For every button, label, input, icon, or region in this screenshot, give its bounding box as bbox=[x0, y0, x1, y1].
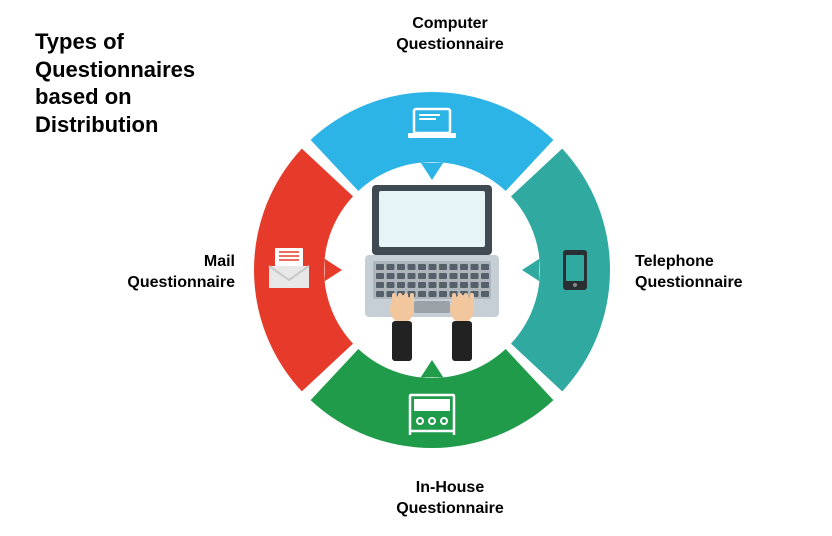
segment-telephone bbox=[511, 149, 610, 392]
envelope-icon bbox=[269, 248, 309, 288]
title-line: Types of bbox=[35, 29, 124, 54]
label-line: In-House bbox=[416, 479, 484, 496]
center-illustration bbox=[347, 181, 517, 371]
label-telephone: Telephone Questionnaire bbox=[635, 252, 805, 294]
title-line: Questionnaires bbox=[35, 57, 195, 82]
label-line: Computer bbox=[412, 15, 488, 32]
label-mail: Mail Questionnaire bbox=[85, 252, 235, 294]
segment-mail bbox=[254, 149, 353, 392]
page-title: Types of Questionnaires based on Distrib… bbox=[35, 28, 195, 138]
phone-icon bbox=[563, 250, 587, 290]
title-line: Distribution bbox=[35, 112, 158, 137]
segment-computer bbox=[311, 92, 554, 191]
label-inhouse: In-House Questionnaire bbox=[370, 478, 530, 520]
label-line: Questionnaire bbox=[127, 274, 235, 291]
label-line: Telephone bbox=[635, 253, 714, 270]
label-computer: Computer Questionnaire bbox=[370, 14, 530, 56]
laptop-hands-icon bbox=[347, 181, 517, 371]
label-line: Questionnaire bbox=[396, 500, 504, 517]
title-line: based on bbox=[35, 84, 132, 109]
label-line: Questionnaire bbox=[396, 36, 504, 53]
label-line: Questionnaire bbox=[635, 274, 743, 291]
label-line: Mail bbox=[204, 253, 235, 270]
